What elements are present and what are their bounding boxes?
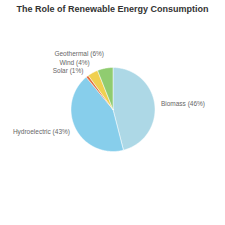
svg-text:Wind (4%): Wind (4%) [59, 59, 89, 67]
html-text:The Role of Renewable Energy C: The Role of Renewable Energy Consumption [16, 4, 209, 14]
svg-text:Hydroelectric (43%): Hydroelectric (43%) [13, 128, 70, 136]
svg-text:Biomass (46%): Biomass (46%) [161, 100, 205, 108]
svg-text:Solar (1%): Solar (1%) [53, 68, 84, 76]
svg-text:Geothermal (6%): Geothermal (6%) [54, 51, 104, 59]
